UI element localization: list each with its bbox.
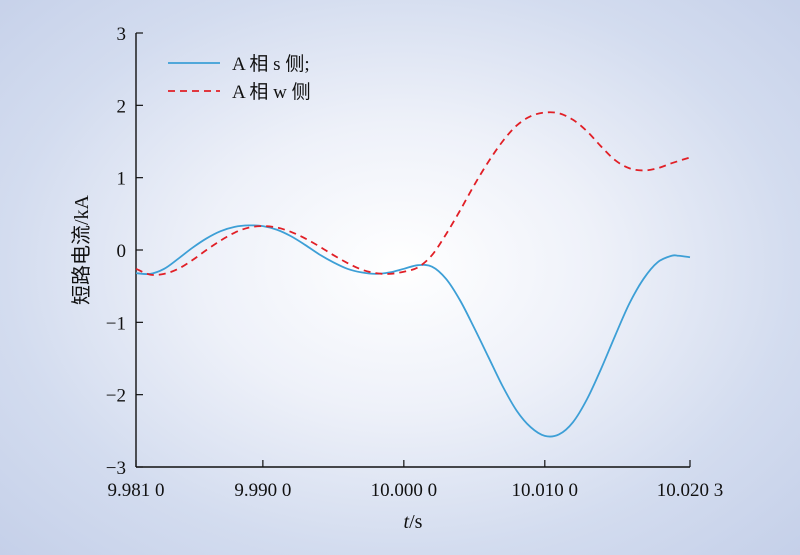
legend-label-1: A 相 s 侧; xyxy=(232,53,310,75)
x-tick-label: 9.990 0 xyxy=(234,480,291,501)
series-line-1 xyxy=(135,224,691,438)
x-tick-label: 10.010 0 xyxy=(512,480,579,501)
x-tick-label: 10.000 0 xyxy=(371,480,438,501)
ticks: −3 −2 −1 0 1 2 3 9.981 0 9.990 0 10.000 0 10.010 0… xyxy=(106,24,723,501)
x-tick-label: 9.981 0 xyxy=(108,480,165,501)
axes xyxy=(135,33,690,468)
y-tick-label: −1 xyxy=(106,313,126,334)
series-lines xyxy=(135,111,691,438)
x-tick-label: 10.020 3 xyxy=(657,480,724,501)
y-tick-label: 0 xyxy=(117,241,127,262)
y-tick-label: −2 xyxy=(106,386,126,407)
y-tick-label: −3 xyxy=(106,458,126,479)
y-tick-label: 3 xyxy=(117,24,127,45)
series-line-2 xyxy=(135,111,691,276)
y-tick-label: 1 xyxy=(117,169,127,190)
y-tick-label: 2 xyxy=(117,96,127,117)
x-axis-title-unit: /s xyxy=(409,511,423,533)
legend: A 相 s 侧; A 相 w 侧 xyxy=(168,53,311,103)
x-axis-title-variable: t xyxy=(404,511,410,533)
y-axis-title: 短路电流/kA xyxy=(70,194,93,305)
x-axis-title: t/s xyxy=(404,511,423,533)
legend-label-2: A 相 w 侧 xyxy=(232,81,311,103)
